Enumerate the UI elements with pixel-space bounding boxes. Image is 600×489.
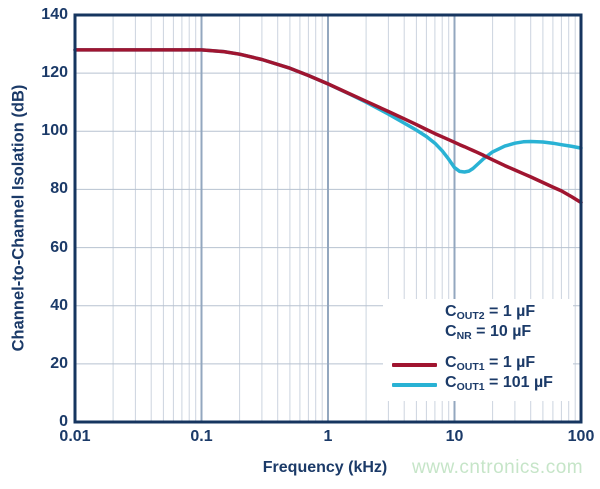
watermark-text: www.cntronics.com xyxy=(412,457,584,478)
y-tick-label: 120 xyxy=(41,64,68,82)
x-tick-label: 10 xyxy=(445,428,464,445)
legend-entry-cout1-101uf-text: COUT1 = 101 µF xyxy=(445,374,553,393)
y-tick-label: 40 xyxy=(50,296,68,314)
y-tick-label: 0 xyxy=(59,413,68,430)
x-tick-label: 100 xyxy=(567,428,595,445)
legend-entry-cout1-101uf: COUT1 = 101 µF xyxy=(383,374,573,395)
legend-note-cnr: CNR = 10 µF xyxy=(383,323,573,344)
legend-entry-cout1-1uf: COUT1 = 1 µF xyxy=(383,354,573,375)
x-axis-title: Frequency (kHz) xyxy=(262,459,388,476)
legend: COUT2 = 1 µF CNR = 10 µF COUT1 = 1 µF CO… xyxy=(383,299,573,401)
x-tick-label: 0.01 xyxy=(59,428,91,445)
y-tick-label: 20 xyxy=(50,354,68,372)
y-tick-label: 60 xyxy=(50,238,68,256)
legend-note-cout2-text: COUT2 = 1 µF xyxy=(445,303,536,322)
x-tick-label: 0.1 xyxy=(190,428,213,445)
x-tick-label: 1 xyxy=(323,428,333,445)
y-axis-title: Channel-to-Channel Isolation (dB) xyxy=(9,84,28,352)
y-tick-label: 80 xyxy=(50,180,68,198)
legend-note-cout2: COUT2 = 1 µF xyxy=(383,303,573,324)
legend-swatch-red-line xyxy=(392,363,437,367)
legend-swatch-cyan-line xyxy=(392,383,437,387)
y-tick-label: 100 xyxy=(41,122,68,140)
legend-entry-cout1-1uf-text: COUT1 = 1 µF xyxy=(445,354,536,373)
legend-note-cnr-text: CNR = 10 µF xyxy=(445,323,532,342)
y-tick-label: 140 xyxy=(41,6,68,23)
